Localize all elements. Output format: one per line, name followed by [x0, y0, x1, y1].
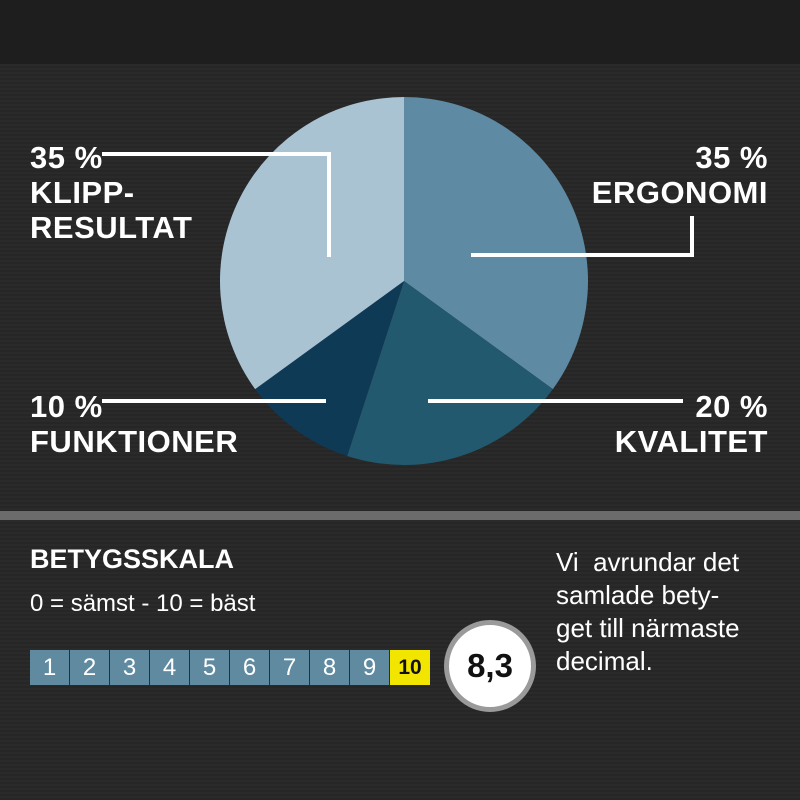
label-klipp-resultat: 35 % KLIPP- RESULTAT	[30, 140, 192, 245]
rating-step-9: 9	[350, 650, 390, 685]
score-badge: 8,3	[444, 620, 536, 712]
rating-step-6: 6	[230, 650, 270, 685]
rating-step-8: 8	[310, 650, 350, 685]
label-kvalitet-line-2: KVALITET	[614, 424, 768, 459]
rating-step-1: 1	[30, 650, 70, 685]
rounding-note: Vi avrundar det samlade bety- get till n…	[556, 546, 796, 678]
rating-step-10: 10	[390, 650, 430, 685]
top-band	[0, 0, 800, 64]
pie-slice-ergonomi	[404, 97, 588, 390]
leader-line-ergonomi	[471, 216, 694, 257]
pie-slice-klipp-resultat	[219, 97, 404, 390]
note-line-4: decimal.	[556, 646, 653, 676]
pie-chart	[102, 97, 694, 465]
label-klipp-resultat-line-1: 35 %	[30, 140, 103, 175]
rating-scale-title: BETYGSSKALA	[30, 544, 235, 574]
label-ergonomi-line-1: 35 %	[695, 140, 768, 175]
rating-scale-bar: 1 2 3 4 5 6 7 8 9 10	[30, 650, 430, 685]
rating-step-2: 2	[70, 650, 110, 685]
pie-slice-funktioner	[255, 281, 404, 456]
leader-line-klipp-resultat	[102, 152, 331, 257]
score-value: 8,3	[467, 647, 513, 684]
label-ergonomi: 35 % ERGONOMI	[560, 140, 768, 210]
label-klipp-resultat-line-2: KLIPP-	[30, 175, 135, 210]
rating-step-3: 3	[110, 650, 150, 685]
note-line-2: samlade bety-	[556, 580, 720, 610]
label-funktioner-line-2: FUNKTIONER	[30, 424, 239, 459]
pie-slice-kvalitet	[347, 281, 553, 465]
label-kvalitet: 20 % KVALITET	[560, 389, 768, 459]
label-funktioner: 10 % FUNKTIONER	[30, 389, 238, 459]
rating-step-7: 7	[270, 650, 310, 685]
label-klipp-resultat-line-3: RESULTAT	[30, 210, 193, 245]
note-line-1: Vi avrundar det	[556, 547, 740, 577]
rating-step-5: 5	[190, 650, 230, 685]
label-ergonomi-line-2: ERGONOMI	[591, 175, 768, 210]
note-line-3: get till närmaste	[556, 613, 740, 643]
label-funktioner-line-1: 10 %	[30, 389, 103, 424]
section-divider	[0, 511, 800, 520]
rating-scale-subtitle: 0 = sämst - 10 = bäst	[30, 590, 256, 617]
label-kvalitet-line-1: 20 %	[695, 389, 768, 424]
rating-step-4: 4	[150, 650, 190, 685]
